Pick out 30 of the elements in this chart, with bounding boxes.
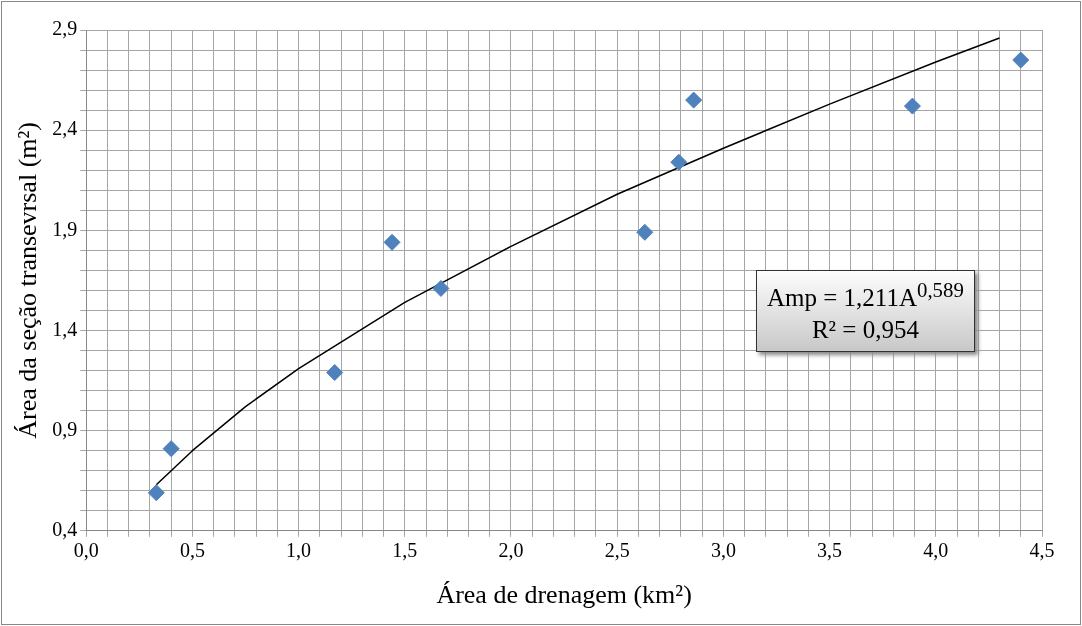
- y-tick-label: 0,4: [52, 518, 78, 541]
- x-tick-label: 4,5: [1029, 539, 1055, 562]
- x-tick-label: 0,5: [179, 539, 205, 562]
- point: [903, 97, 921, 115]
- point: [1012, 51, 1030, 69]
- annotation: Amp = 1,211A$^{0,589}$: [767, 277, 964, 314]
- x-tick-label: 1,5: [392, 539, 418, 562]
- point: [685, 91, 703, 109]
- point: [147, 484, 165, 502]
- x-tick-label: 1,0: [286, 539, 312, 562]
- y-tick-label: 2,4: [52, 117, 78, 140]
- point: [432, 279, 450, 297]
- x-tick-label: 3,5: [817, 539, 843, 562]
- y-tick-label: 1,4: [52, 317, 78, 340]
- point: [162, 440, 180, 458]
- y-tick-label: 1,9: [52, 217, 78, 240]
- x-tick-label: 3,0: [710, 539, 736, 562]
- x-axis-title: Área de drenagem (km²): [436, 580, 692, 610]
- point: [636, 223, 654, 241]
- point: [383, 233, 401, 251]
- x-tick-label: 4,0: [923, 539, 949, 562]
- point: [670, 153, 688, 171]
- x-tick-label: 0,0: [73, 539, 99, 562]
- y-tick-label: 0,9: [52, 417, 78, 440]
- point: [326, 364, 344, 382]
- x-tick-label: 2,0: [498, 539, 524, 562]
- y-tick-label: 2,9: [52, 17, 78, 40]
- y-axis-title: Área da seção transevrsal (m²): [13, 122, 43, 439]
- x-tick-label: 2,5: [604, 539, 630, 562]
- annotation: R² = 0,954: [810, 314, 920, 345]
